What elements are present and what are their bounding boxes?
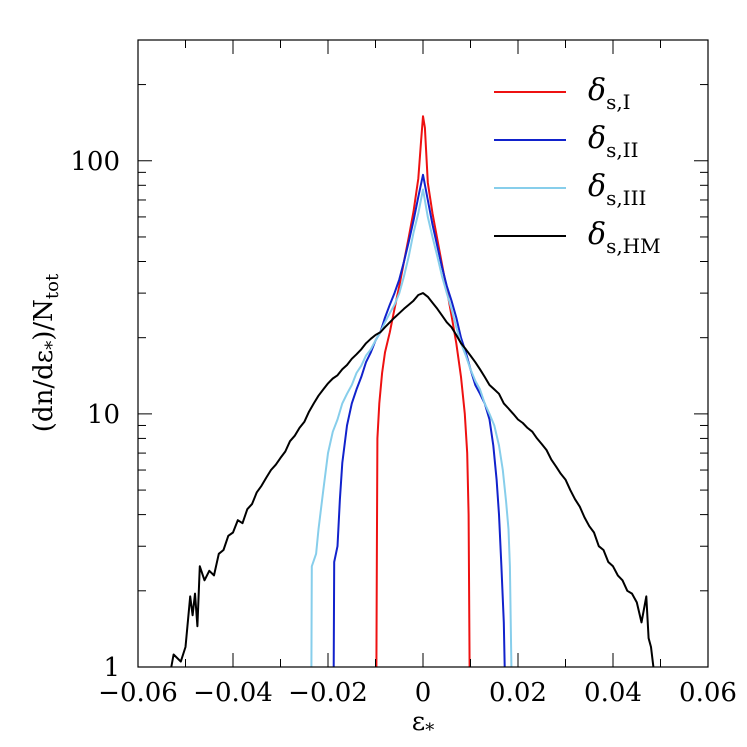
x-tick-label: 0.04 <box>584 678 642 708</box>
legend-label: δs,II <box>588 121 638 162</box>
x-tick-label: 0.02 <box>489 678 547 708</box>
legend-label: δs,HM <box>588 217 661 258</box>
y-tick-label: 1 <box>103 653 120 683</box>
series-line-s-hm <box>170 292 655 668</box>
y-tick-labels: 1 10 100 <box>70 147 120 683</box>
y-tick-label: 100 <box>70 147 120 177</box>
x-tick-label: 0.06 <box>679 678 737 708</box>
legend: δs,I δs,II δs,III δs,HM <box>494 73 661 258</box>
y-axis-title: (dn/dε*)/Ntot <box>29 273 63 432</box>
legend-label: δs,III <box>588 169 646 210</box>
plot-area <box>170 115 655 668</box>
x-tick-label: −0.02 <box>288 678 368 708</box>
y-tick-label: 10 <box>87 400 120 430</box>
series-line-s-i <box>375 115 471 668</box>
series-line-s-iii <box>310 188 513 668</box>
x-tick-label: −0.04 <box>193 678 273 708</box>
x-axis-title: ε* <box>412 707 434 741</box>
x-tick-label: 0 <box>415 678 432 708</box>
axis-ticks <box>137 39 709 668</box>
x-tick-label: −0.06 <box>98 678 178 708</box>
legend-label: δs,I <box>588 73 631 114</box>
x-tick-labels: −0.06 −0.04 −0.02 0 0.02 0.04 0.06 <box>98 678 737 708</box>
